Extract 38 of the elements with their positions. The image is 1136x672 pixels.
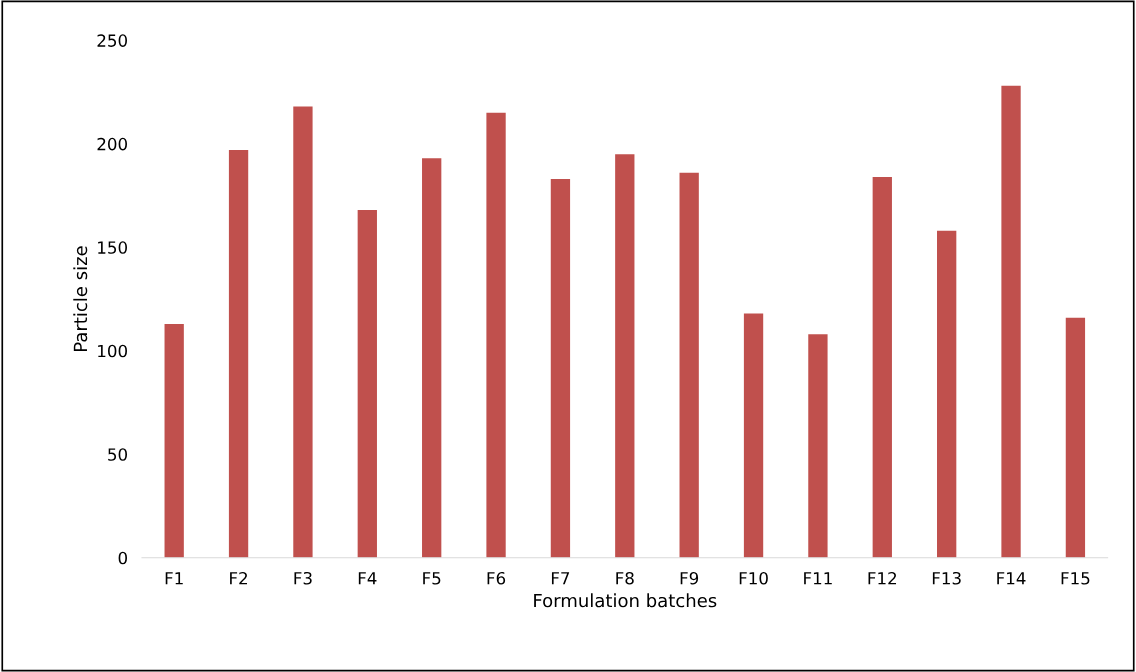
x-tick-label: F6 bbox=[487, 571, 506, 585]
y-tick-label: 100 bbox=[98, 344, 127, 358]
x-axis-title: Formulation batches bbox=[534, 593, 717, 608]
x-tick-label: F10 bbox=[739, 571, 768, 585]
y-axis-title: Particle size bbox=[73, 246, 88, 351]
bar bbox=[164, 323, 184, 558]
bar bbox=[808, 334, 828, 558]
y-tick-label: 50 bbox=[108, 448, 127, 461]
x-tick-label: F14 bbox=[997, 572, 1026, 585]
x-tick-label: F4 bbox=[358, 572, 377, 585]
x-tick-label: F15 bbox=[1061, 572, 1090, 585]
x-tick-label: F2 bbox=[230, 571, 247, 585]
bar bbox=[679, 172, 699, 558]
x-tick-label: F13 bbox=[932, 571, 961, 585]
bar bbox=[872, 176, 892, 558]
bar bbox=[937, 230, 957, 558]
bar bbox=[1001, 85, 1021, 558]
bar bbox=[486, 112, 506, 558]
x-tick-label: F5 bbox=[423, 572, 441, 585]
x-tick-label: F12 bbox=[868, 571, 897, 585]
y-tick-label: 0 bbox=[118, 551, 127, 565]
x-tick-label: F3 bbox=[294, 571, 312, 585]
y-tick-label: 250 bbox=[97, 34, 127, 47]
bar bbox=[1065, 317, 1086, 558]
bar bbox=[293, 106, 313, 558]
bar bbox=[743, 313, 764, 558]
x-tick-label: F11 bbox=[804, 572, 832, 585]
x-tick-label: F9 bbox=[680, 571, 699, 585]
bar bbox=[422, 158, 442, 558]
bar bbox=[550, 178, 571, 558]
bar bbox=[357, 210, 377, 558]
x-tick-label: F7 bbox=[551, 572, 570, 585]
x-tick-label: F1 bbox=[165, 572, 183, 585]
y-tick-label: 200 bbox=[97, 137, 127, 151]
bar bbox=[615, 154, 635, 558]
bar bbox=[228, 150, 249, 558]
y-tick-label: 150 bbox=[98, 241, 127, 254]
x-tick-label: F8 bbox=[616, 571, 634, 585]
